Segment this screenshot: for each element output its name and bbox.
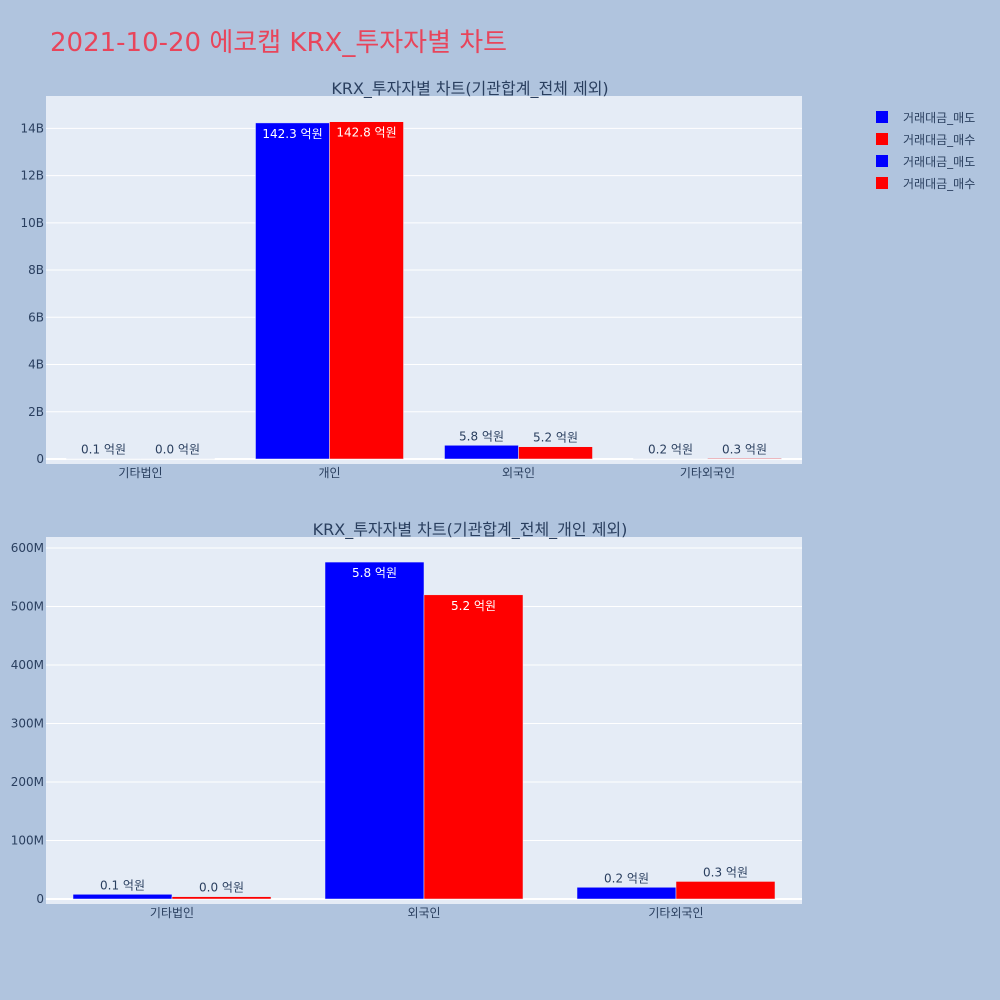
y-tick-label: 10B bbox=[20, 216, 44, 230]
legend-item[interactable]: 거래대금_매수 bbox=[876, 172, 975, 194]
data-label: 5.8 억원 bbox=[352, 566, 397, 580]
y-tick-label: 0 bbox=[36, 452, 44, 466]
bar bbox=[633, 458, 708, 460]
legend-swatch bbox=[876, 111, 888, 123]
y-tick-label: 6B bbox=[28, 310, 44, 324]
legend-label: 거래대금_매수 bbox=[903, 176, 976, 191]
data-label: 0.1 억원 bbox=[100, 878, 145, 892]
page-title: 2021-10-20 에코캡 KRX_투자자별 차트 bbox=[50, 28, 508, 58]
y-tick-label: 8B bbox=[28, 263, 44, 277]
data-label: 0.2 억원 bbox=[648, 443, 693, 457]
x-tick-label: 외국인 bbox=[407, 906, 440, 920]
bar bbox=[72, 894, 173, 900]
legend-swatch bbox=[876, 133, 888, 145]
x-tick-label: 개인 bbox=[318, 466, 340, 480]
legend-item[interactable]: 거래대금_매수 bbox=[876, 128, 975, 150]
chart-title: KRX_투자자별 차트(기관합계_전체 제외) bbox=[331, 79, 608, 99]
data-label: 142.8 억원 bbox=[336, 126, 396, 140]
legend-label: 거래대금_매도 bbox=[903, 154, 976, 169]
data-label: 0.0 억원 bbox=[199, 881, 244, 895]
y-tick-label: 500M bbox=[11, 600, 44, 614]
bar bbox=[66, 458, 141, 460]
data-label: 0.1 억원 bbox=[81, 443, 126, 457]
x-tick-label: 기타외국인 bbox=[648, 906, 703, 920]
data-label: 142.3 억원 bbox=[262, 127, 322, 141]
y-tick-label: 300M bbox=[11, 717, 44, 731]
y-tick-label: 2B bbox=[28, 405, 44, 419]
y-tick-label: 0 bbox=[36, 892, 44, 906]
legend-swatch bbox=[876, 177, 888, 189]
bar bbox=[324, 561, 425, 900]
legend: 거래대금_매도 거래대금_매수 거래대금_매도 거래대금_매수 bbox=[876, 106, 975, 194]
bar bbox=[518, 446, 593, 460]
y-tick-label: 4B bbox=[28, 358, 44, 372]
plot-area bbox=[46, 96, 802, 464]
bar bbox=[423, 594, 524, 900]
bar bbox=[444, 445, 519, 460]
x-tick-label: 외국인 bbox=[502, 466, 535, 480]
y-tick-label: 200M bbox=[11, 775, 44, 789]
y-tick-label: 600M bbox=[11, 541, 44, 555]
chart-title: KRX_투자자별 차트(기관합계_전체_개인 제외) bbox=[313, 520, 628, 540]
legend-label: 거래대금_매도 bbox=[903, 110, 976, 125]
x-tick-label: 기타법인 bbox=[118, 466, 162, 480]
legend-item[interactable]: 거래대금_매도 bbox=[876, 106, 975, 128]
bar bbox=[171, 896, 272, 900]
legend-item[interactable]: 거래대금_매도 bbox=[876, 150, 975, 172]
bar bbox=[329, 121, 404, 460]
data-label: 0.3 억원 bbox=[703, 865, 748, 879]
legend-label: 거래대금_매수 bbox=[903, 132, 976, 147]
bar bbox=[140, 458, 215, 460]
data-label: 5.2 억원 bbox=[451, 599, 496, 613]
bar bbox=[255, 122, 330, 460]
bar bbox=[707, 458, 782, 460]
data-label: 0.0 억원 bbox=[155, 443, 200, 457]
bar bbox=[675, 881, 776, 900]
y-tick-label: 12B bbox=[20, 169, 44, 183]
y-tick-label: 400M bbox=[11, 658, 44, 672]
legend-swatch bbox=[876, 155, 888, 167]
y-tick-label: 14B bbox=[20, 121, 44, 135]
data-label: 0.2 억원 bbox=[604, 871, 649, 885]
data-label: 5.8 억원 bbox=[459, 429, 504, 443]
data-label: 0.3 억원 bbox=[722, 442, 767, 456]
data-label: 5.2 억원 bbox=[533, 431, 578, 445]
bar bbox=[576, 887, 677, 900]
x-tick-label: 기타법인 bbox=[150, 906, 194, 920]
y-tick-label: 100M bbox=[11, 834, 44, 848]
x-tick-label: 기타외국인 bbox=[680, 466, 735, 480]
